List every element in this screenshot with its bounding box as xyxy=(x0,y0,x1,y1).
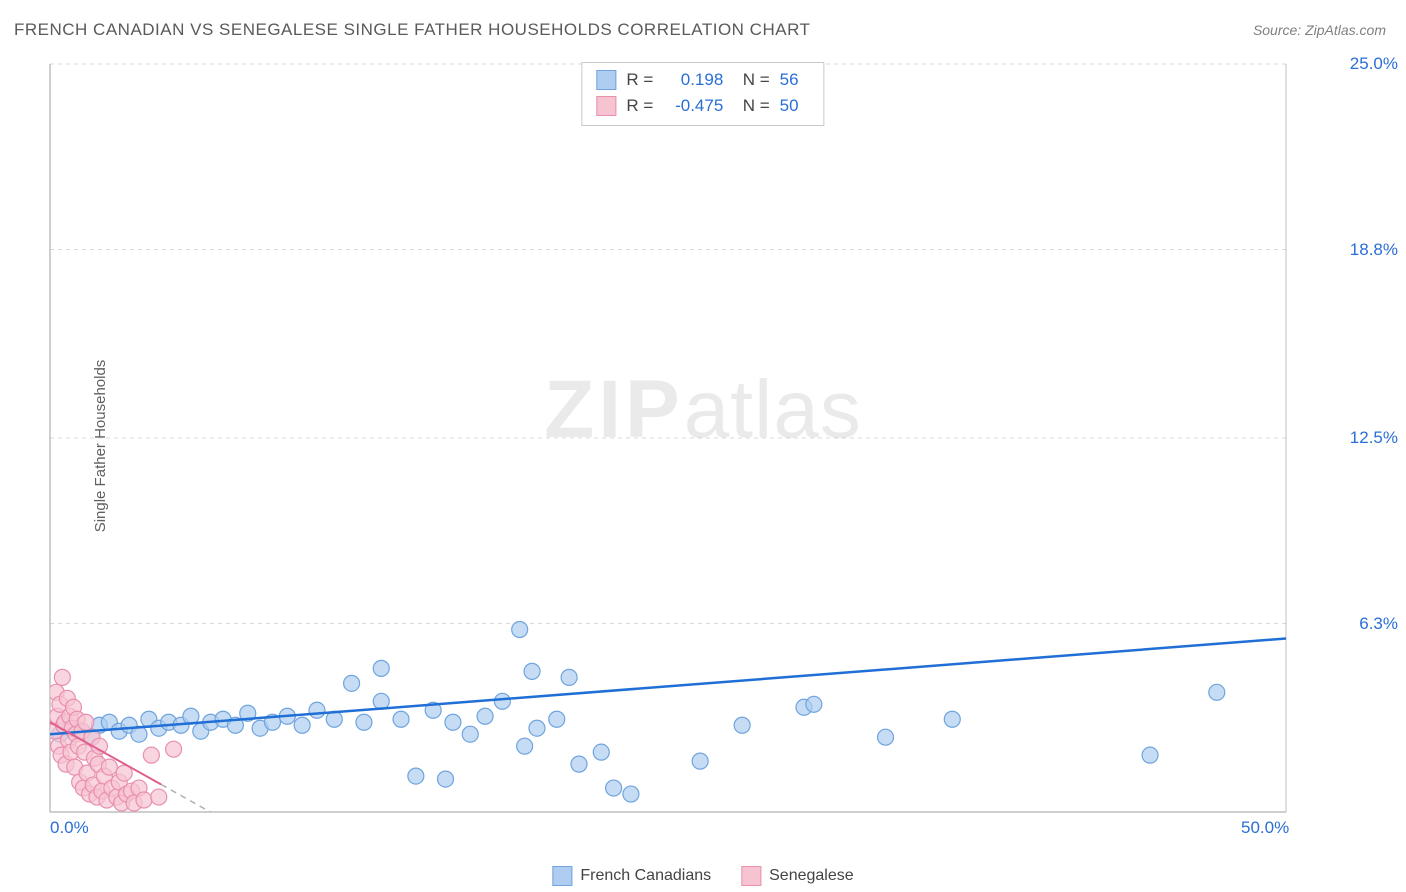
swatch-french xyxy=(596,70,616,90)
series-legend: French Canadians Senegalese xyxy=(552,866,853,886)
source-value: ZipAtlas.com xyxy=(1305,22,1386,38)
y-tick-label: 25.0% xyxy=(1350,54,1398,74)
chart-title: FRENCH CANADIAN VS SENEGALESE SINGLE FAT… xyxy=(14,20,810,40)
y-tick-label: 18.8% xyxy=(1350,240,1398,260)
r-value-1: 0.198 xyxy=(663,70,723,90)
chart-svg xyxy=(46,60,1336,842)
n-value-2: 50 xyxy=(780,96,810,116)
swatch-senegalese xyxy=(596,96,616,116)
source-label: Source: xyxy=(1253,22,1305,38)
y-tick-label: 12.5% xyxy=(1350,428,1398,448)
x-tick-label: 50.0% xyxy=(1241,818,1289,838)
x-tick-label: 0.0% xyxy=(50,818,89,838)
n-value-1: 56 xyxy=(780,70,810,90)
r-value-2: -0.475 xyxy=(663,96,723,116)
scatter-plot xyxy=(46,60,1336,842)
legend-swatch-french xyxy=(552,866,572,886)
legend-item-senegalese: Senegalese xyxy=(741,866,854,886)
legend-row-1: R = 0.198 N = 56 xyxy=(596,67,809,93)
correlation-legend: R = 0.198 N = 56 R = -0.475 N = 50 xyxy=(581,62,824,126)
source-attribution: Source: ZipAtlas.com xyxy=(1253,22,1386,38)
legend-swatch-senegalese xyxy=(741,866,761,886)
legend-item-french: French Canadians xyxy=(552,866,711,886)
y-tick-label: 6.3% xyxy=(1359,614,1398,634)
legend-label-french: French Canadians xyxy=(580,867,711,885)
legend-row-2: R = -0.475 N = 50 xyxy=(596,93,809,119)
legend-label-senegalese: Senegalese xyxy=(769,867,854,885)
chart-header: FRENCH CANADIAN VS SENEGALESE SINGLE FAT… xyxy=(0,0,1406,48)
